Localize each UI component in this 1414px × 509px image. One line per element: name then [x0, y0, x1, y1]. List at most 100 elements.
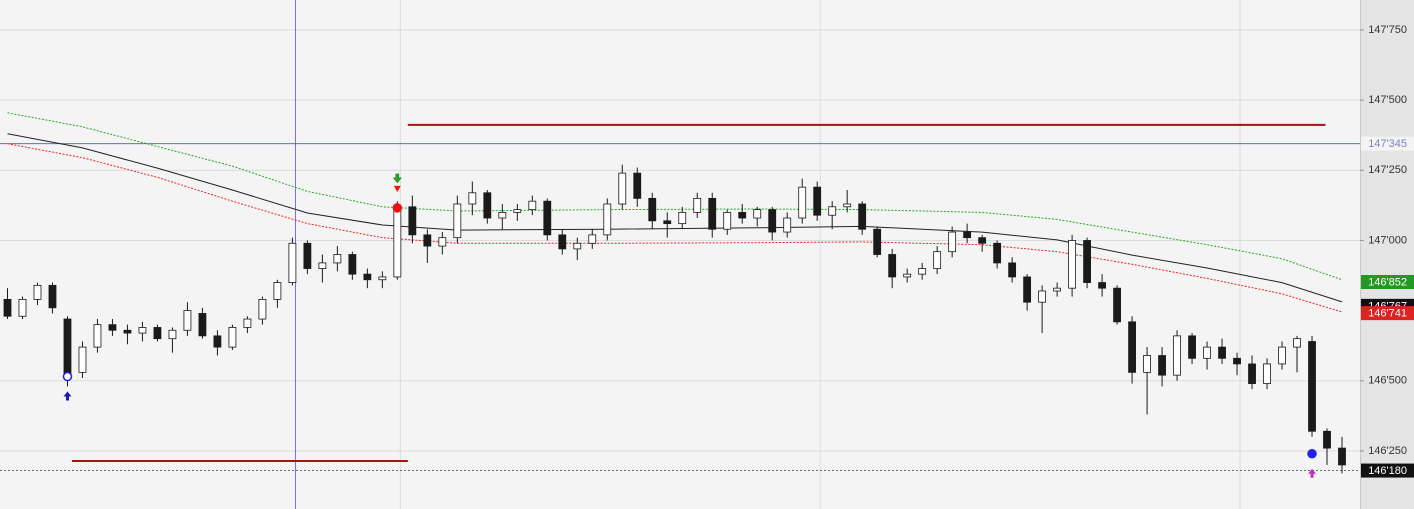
candle-body [468, 192, 477, 205]
candle-body [948, 231, 957, 253]
candle-body [1173, 335, 1181, 376]
price-label: 147'345 [1368, 138, 1407, 150]
price-label: 146'741 [1368, 308, 1407, 320]
signal-arrow [63, 391, 72, 401]
candle-body [1143, 355, 1151, 373]
candle-body [783, 217, 792, 233]
candle-body [438, 237, 447, 247]
candle-body [318, 262, 327, 269]
candle-body [1053, 287, 1062, 292]
candle-body [1248, 363, 1256, 384]
candle-body [288, 242, 297, 283]
candle-body [1023, 276, 1032, 303]
candle-body [1113, 287, 1121, 323]
candle-body [303, 242, 312, 269]
candle-body [228, 327, 237, 348]
candle-body [18, 298, 27, 317]
candle-body [888, 254, 897, 278]
candle-body [663, 220, 672, 225]
candle-body [213, 335, 222, 348]
candle-body [978, 237, 987, 244]
candle-body [1158, 355, 1166, 376]
candle-body [48, 284, 57, 309]
y-tick-label: 147'500 [1368, 94, 1407, 106]
moving-average [7, 143, 1343, 313]
candle-body [828, 206, 837, 216]
candle-body [3, 298, 12, 317]
candle-body [1188, 335, 1196, 359]
candle-body [963, 231, 972, 239]
candle-body [273, 282, 282, 300]
candle-body [1038, 290, 1047, 303]
candle-body [1218, 346, 1226, 359]
candle-body [603, 203, 612, 236]
candle-body [483, 192, 492, 219]
candle-body [63, 318, 72, 376]
candle-body [513, 209, 522, 213]
candle-body [768, 209, 777, 233]
price-label-box [1361, 274, 1414, 289]
candle-body [528, 200, 537, 211]
candle-body [183, 310, 192, 331]
candle-body [573, 242, 582, 250]
candle-body [1008, 262, 1017, 278]
candle-body [33, 284, 42, 300]
candle-body [1128, 321, 1136, 373]
candle-body [138, 327, 147, 334]
price-label: 146'180 [1368, 465, 1407, 477]
candle-body [453, 203, 462, 239]
candle-body [738, 212, 747, 219]
candle-body [993, 242, 1002, 264]
candle-body [408, 206, 417, 236]
candle-body [348, 254, 357, 275]
candle-body [243, 318, 252, 328]
candle-body [723, 212, 732, 230]
signal-dot [1307, 448, 1317, 459]
y-tick-label: 147'750 [1368, 24, 1407, 36]
candle-body [1083, 240, 1092, 283]
candle-body [393, 206, 402, 278]
y-tick-label: 146'500 [1368, 375, 1407, 387]
candle-body [423, 234, 432, 247]
plot-area [0, 0, 1360, 509]
candle-body [93, 324, 102, 348]
candle-body [1068, 240, 1077, 289]
candle-body [153, 327, 162, 340]
candle-body [918, 268, 927, 275]
candle-body [1293, 338, 1301, 348]
candle-body [1263, 363, 1271, 384]
signal-arrow [392, 173, 402, 184]
candle-body [753, 209, 762, 219]
candle-body [258, 298, 267, 320]
candle-body [708, 197, 717, 230]
price-label: 146'852 [1368, 276, 1407, 288]
candle-body [873, 228, 882, 255]
signal-dot [62, 371, 73, 382]
candle-body [798, 186, 807, 219]
price-label-box [1361, 136, 1414, 151]
candle-body [558, 234, 567, 250]
candle-body [1203, 346, 1211, 359]
candle-body [168, 329, 177, 340]
candle-body [858, 203, 867, 230]
candle-body [123, 329, 132, 334]
candle-body [78, 346, 87, 373]
signal-triangle [393, 185, 401, 192]
candle-body [648, 197, 657, 222]
candle-body [1308, 341, 1316, 432]
candle-body [1098, 282, 1106, 289]
candle-body [843, 203, 852, 208]
candle-body [813, 186, 822, 216]
candle-body [498, 212, 507, 219]
price-axis [1360, 0, 1414, 509]
candle-body [1233, 357, 1241, 365]
candle-body [678, 212, 687, 225]
candle-body [378, 276, 387, 281]
y-tick-label: 147'250 [1368, 164, 1407, 176]
candle-body [618, 172, 627, 205]
candle-body [1338, 447, 1346, 466]
signal-dot [392, 203, 403, 213]
candle-body [543, 200, 552, 236]
candle-body [1323, 430, 1331, 449]
